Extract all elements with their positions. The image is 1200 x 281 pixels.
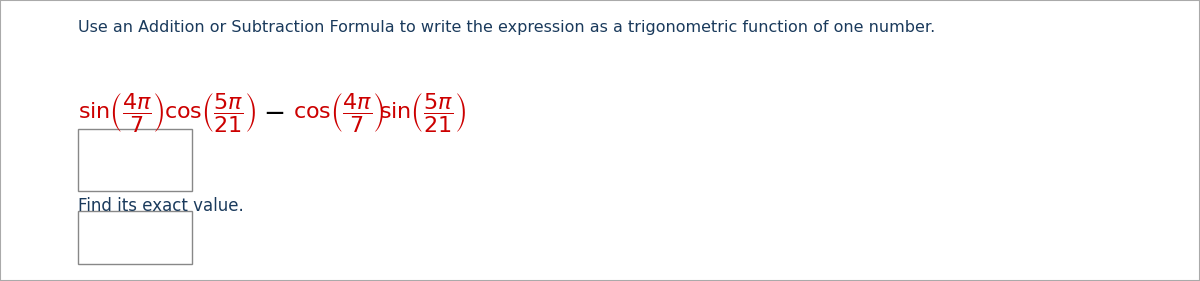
Text: Use an Addition or Subtraction Formula to write the expression as a trigonometri: Use an Addition or Subtraction Formula t… [78, 20, 935, 35]
Text: $\cos\!\left(\dfrac{5\pi}{21}\right)$: $\cos\!\left(\dfrac{5\pi}{21}\right)$ [164, 91, 257, 134]
FancyBboxPatch shape [78, 129, 192, 191]
Text: $\cos\!\left(\dfrac{4\pi}{7}\right)$: $\cos\!\left(\dfrac{4\pi}{7}\right)$ [293, 91, 384, 134]
FancyBboxPatch shape [78, 211, 192, 264]
Text: $-$: $-$ [263, 99, 284, 125]
Text: $\sin\!\left(\dfrac{4\pi}{7}\right)$: $\sin\!\left(\dfrac{4\pi}{7}\right)$ [78, 91, 164, 134]
Text: $\sin\!\left(\dfrac{5\pi}{21}\right)$: $\sin\!\left(\dfrac{5\pi}{21}\right)$ [379, 91, 466, 134]
Text: Find its exact value.: Find its exact value. [78, 197, 244, 215]
